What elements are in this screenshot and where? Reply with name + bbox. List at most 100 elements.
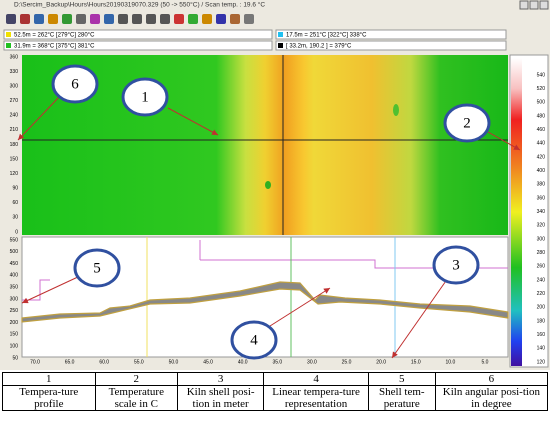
callout-number: 5 <box>93 260 101 276</box>
scale-label: 260 <box>537 264 546 270</box>
y-tick-label: 180 <box>10 142 19 148</box>
tool-button[interactable] <box>230 14 240 24</box>
info-box <box>275 40 507 51</box>
tool-button[interactable] <box>6 14 16 24</box>
scale-label: 360 <box>537 195 546 201</box>
scale-label: 300 <box>537 236 546 242</box>
scale-label: 540 <box>537 72 546 78</box>
thermal-image <box>22 55 508 235</box>
y-tick-label: 150 <box>10 332 19 338</box>
table-cell: 5 <box>367 372 436 386</box>
scale-label: 480 <box>537 113 546 119</box>
x-tick-label: 5.0 <box>482 359 489 365</box>
x-tick-label: 55.0 <box>134 359 144 365</box>
minimize-button[interactable] <box>519 0 529 10</box>
tool-button[interactable] <box>202 14 212 24</box>
info-text: 52.5m = 262°C [279°C] 280°C <box>14 33 95 39</box>
maximize-button[interactable] <box>529 0 539 10</box>
table-cell: 2 <box>94 372 178 386</box>
tool-button[interactable] <box>20 14 30 24</box>
swatch <box>6 43 11 48</box>
info-text: 17.5m = 251°C [322°C] 338°C <box>286 33 367 39</box>
y-tick-label: 300 <box>10 83 19 89</box>
y-tick-label: 500 <box>10 249 19 255</box>
y-tick-label: 300 <box>10 296 19 302</box>
tool-button[interactable] <box>244 14 254 24</box>
y-tick-label: 50 <box>12 355 18 361</box>
callout-circle <box>432 245 480 285</box>
toolbar <box>6 14 254 24</box>
temperature-profile <box>21 281 509 323</box>
tool-button[interactable] <box>90 14 100 24</box>
y-tick-label: 90 <box>12 186 18 192</box>
annotations: 1 2 3 4 5 6 <box>17 64 521 360</box>
swatch <box>6 32 11 37</box>
x-tick-label: 10.0 <box>446 359 456 365</box>
x-tick-label: 50.0 <box>169 359 179 365</box>
tool-button[interactable] <box>146 14 156 24</box>
scale-label: 520 <box>537 86 546 92</box>
color-scale <box>511 58 522 366</box>
scale-label: 440 <box>537 141 546 147</box>
callout-circle <box>51 64 99 104</box>
callout-number: 2 <box>463 115 471 131</box>
screenshot: D:\Sercim_Backup\Hours\Hours20190319070.… <box>0 0 550 370</box>
table-cell: Kiln shell posi-tion in meter <box>176 385 265 411</box>
swatch <box>278 43 283 48</box>
info-box <box>275 29 507 40</box>
scale-label: 200 <box>537 305 546 311</box>
x-tick-label: 70.0 <box>30 359 40 365</box>
scale-label: 500 <box>537 100 546 106</box>
tool-button[interactable] <box>160 14 170 24</box>
table-cell: 6 <box>434 372 549 386</box>
y-tick-label: 210 <box>10 127 19 133</box>
callout-number: 4 <box>250 332 258 348</box>
scale-label: 160 <box>537 332 546 338</box>
tool-button[interactable] <box>48 14 58 24</box>
table-cell: 1 <box>2 372 96 386</box>
scale-label: 460 <box>537 127 546 133</box>
info-box <box>3 29 273 40</box>
close-button[interactable] <box>539 0 549 10</box>
tool-button[interactable] <box>188 14 198 24</box>
arrow <box>487 131 521 151</box>
scale-label: 220 <box>537 291 546 297</box>
arrow <box>21 275 81 304</box>
tool-button[interactable] <box>132 14 142 24</box>
x-tick-label: 20.0 <box>376 359 386 365</box>
tool-button[interactable] <box>104 14 114 24</box>
arrow <box>269 287 331 327</box>
callout-number: 3 <box>452 257 460 273</box>
scale-label: 140 <box>537 346 546 352</box>
y-tick-label: 0 <box>15 229 18 235</box>
callout-circle <box>230 320 278 360</box>
x-tick-label: 15.0 <box>411 359 421 365</box>
y-tick-label: 270 <box>10 98 19 104</box>
tool-button[interactable] <box>34 14 44 24</box>
arrow <box>391 277 449 359</box>
tool-button[interactable] <box>174 14 184 24</box>
info-box <box>3 40 273 51</box>
x-tick-label: 65.0 <box>65 359 75 365</box>
callout-circle <box>443 103 491 143</box>
y-tick-label: 400 <box>10 273 19 279</box>
info-text: [ 33.2m, 190.2 ] = 379°C <box>286 44 352 50</box>
arrow <box>17 95 61 141</box>
spot <box>265 181 271 189</box>
y-tick-label: 30 <box>12 215 18 221</box>
x-tick-label: 40.0 <box>238 359 248 365</box>
tool-button[interactable] <box>216 14 226 24</box>
y-tick-label: 200 <box>10 320 19 326</box>
table-cell: Linear tempera-ture representation <box>263 385 369 411</box>
tool-button[interactable] <box>62 14 72 24</box>
callout-circle <box>121 77 169 117</box>
arrow <box>167 107 219 136</box>
scale-label: 240 <box>537 277 546 283</box>
callout-number: 6 <box>71 76 79 92</box>
tool-button[interactable] <box>76 14 86 24</box>
y-tick-label: 360 <box>10 54 19 60</box>
y-tick-label: 120 <box>10 171 19 177</box>
tool-button[interactable] <box>118 14 128 24</box>
info-text: 31.9m = 368°C [375°C] 381°C <box>14 44 95 50</box>
